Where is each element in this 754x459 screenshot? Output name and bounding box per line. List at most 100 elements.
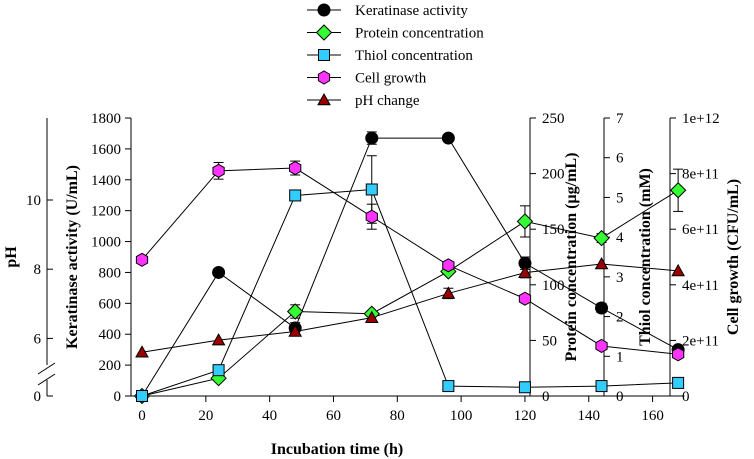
legend: Keratinase activity Protein concentration… <box>307 3 484 109</box>
legend-marker-ph-change <box>317 92 331 106</box>
legend-marker-protein-concentration <box>315 24 333 41</box>
thiol-tick-label: 4 <box>616 230 624 246</box>
cell-growth-point <box>671 347 685 362</box>
cell-axis-title: Cell growth (CFU/mL) <box>725 179 742 335</box>
cell-tick-label: 2e+11 <box>682 333 719 349</box>
x-tick-label: 120 <box>514 408 537 424</box>
keratinase-activity-point <box>441 131 455 145</box>
x-tick-label: 80 <box>390 408 405 424</box>
ph-change-point <box>594 256 609 270</box>
keratinase-tick-label: 1800 <box>91 111 121 127</box>
keratinase-tick-label: 400 <box>99 327 122 343</box>
thiol-tick-label: 5 <box>616 190 624 206</box>
x-tick-label: 20 <box>198 408 213 424</box>
cell-tick-label: 1e+12 <box>682 111 720 127</box>
x-tick-label: 140 <box>578 408 601 424</box>
protein-axis-title: Protein concentration (µg/mL) <box>563 153 580 362</box>
thiol-tick-label: 1 <box>616 349 624 365</box>
ph-change-point <box>211 333 226 346</box>
protein-tick-label: 0 <box>542 389 550 405</box>
cell-tick-label: 0 <box>682 389 690 405</box>
protein-concentration-point <box>669 182 687 199</box>
legend-marker-keratinase-activity <box>317 3 331 17</box>
keratinase-activity-line <box>141 137 679 397</box>
thiol-tick-label: 6 <box>616 151 624 167</box>
cell-growth-point <box>518 291 532 306</box>
ph-change-line <box>141 263 679 353</box>
legend-label-thiol-concentration: Thiol concentration <box>355 48 473 64</box>
protein-concentration-point <box>286 303 304 320</box>
x-tick-label: 0 <box>138 408 146 424</box>
thiol-tick-label: 0 <box>616 389 624 405</box>
legend-marker-thiol-concentration <box>318 49 330 61</box>
legend-label-keratinase-activity: Keratinase activity <box>355 3 468 19</box>
ph-tick-label: 0 <box>34 389 42 405</box>
keratinase-tick-label: 800 <box>99 265 122 281</box>
keratinase-tick-label: 600 <box>99 296 122 312</box>
x-tick-label: 100 <box>450 408 473 424</box>
protein-tick-label: 50 <box>542 333 557 349</box>
cell-tick-label: 4e+11 <box>682 278 719 294</box>
protein-concentration-line <box>141 189 679 397</box>
thiol-concentration-point <box>212 364 225 377</box>
keratinase-tick-label: 1200 <box>91 204 121 220</box>
thiol-concentration-point <box>136 390 148 402</box>
thiol-concentration-point <box>365 183 378 196</box>
cell-tick-label: 8e+11 <box>682 167 719 183</box>
thiol-concentration-point <box>518 381 531 394</box>
keratinase-activity-point <box>365 131 379 145</box>
x-axis-title: Incubation time (h) <box>271 441 403 458</box>
error-bars-layer <box>213 131 684 334</box>
ph-change-point <box>441 286 456 299</box>
keratinase-tick-label: 200 <box>99 358 122 374</box>
ph-tick-label: 8 <box>34 262 42 278</box>
ph-change-point <box>518 265 532 278</box>
ph-change-point <box>288 324 303 337</box>
cell-growth-line <box>141 167 679 355</box>
protein-tick-label: 250 <box>542 111 565 127</box>
keratinase-activity-point <box>595 301 609 315</box>
thiol-concentration-point <box>595 380 608 393</box>
x-tick-label: 40 <box>262 408 277 424</box>
ph-tick-label: 6 <box>34 331 42 347</box>
cell-growth-point <box>595 338 608 354</box>
protein-concentration-point <box>593 229 610 247</box>
thiol-concentration-point <box>289 189 302 202</box>
protein-tick-label: 200 <box>542 167 565 183</box>
ph-axis-break-mark <box>37 373 56 386</box>
thiol-tick-label: 3 <box>616 270 624 286</box>
cell-tick-label: 6e+11 <box>682 222 719 238</box>
cell-growth-point <box>289 160 302 176</box>
legend-label-cell-growth: Cell growth <box>355 71 427 87</box>
x-tick-label: 60 <box>326 408 341 424</box>
keratinase-tick-label: 1000 <box>91 235 121 251</box>
ph-change-point <box>364 310 379 323</box>
thiol-concentration-line <box>141 188 679 397</box>
cell-growth-point <box>212 163 225 178</box>
ph-change-point <box>671 263 685 277</box>
ph-axis-break-mark <box>37 362 56 375</box>
ph-axis-title: pH <box>3 246 20 268</box>
thiol-axis-title: Thiol concentration (mM) <box>637 168 654 346</box>
keratinase-activity-point <box>212 265 226 279</box>
protein-tick-label: 150 <box>542 222 565 238</box>
cell-growth-point <box>442 258 455 273</box>
keratinase-tick-label: 0 <box>114 389 122 405</box>
series-lines-layer <box>141 137 679 397</box>
keratinase-axis-title: Keratinase activity (U/mL) <box>64 165 81 349</box>
thiol-tick-label: 7 <box>616 111 624 127</box>
legend-label-ph-change: pH change <box>355 93 420 109</box>
thiol-concentration-point <box>672 376 685 389</box>
legend-label-protein-concentration: Protein concentration <box>355 26 484 42</box>
legend-marker-cell-growth <box>317 70 331 85</box>
protein-concentration-point <box>516 213 534 230</box>
ph-change-point <box>135 345 149 358</box>
keratinase-tick-label: 1600 <box>91 142 121 158</box>
cell-growth-point <box>135 252 149 267</box>
ph-tick-label: 10 <box>26 193 41 209</box>
x-tick-label: 160 <box>641 408 664 424</box>
markers-layer <box>133 131 687 405</box>
cell-growth-point <box>365 209 378 224</box>
